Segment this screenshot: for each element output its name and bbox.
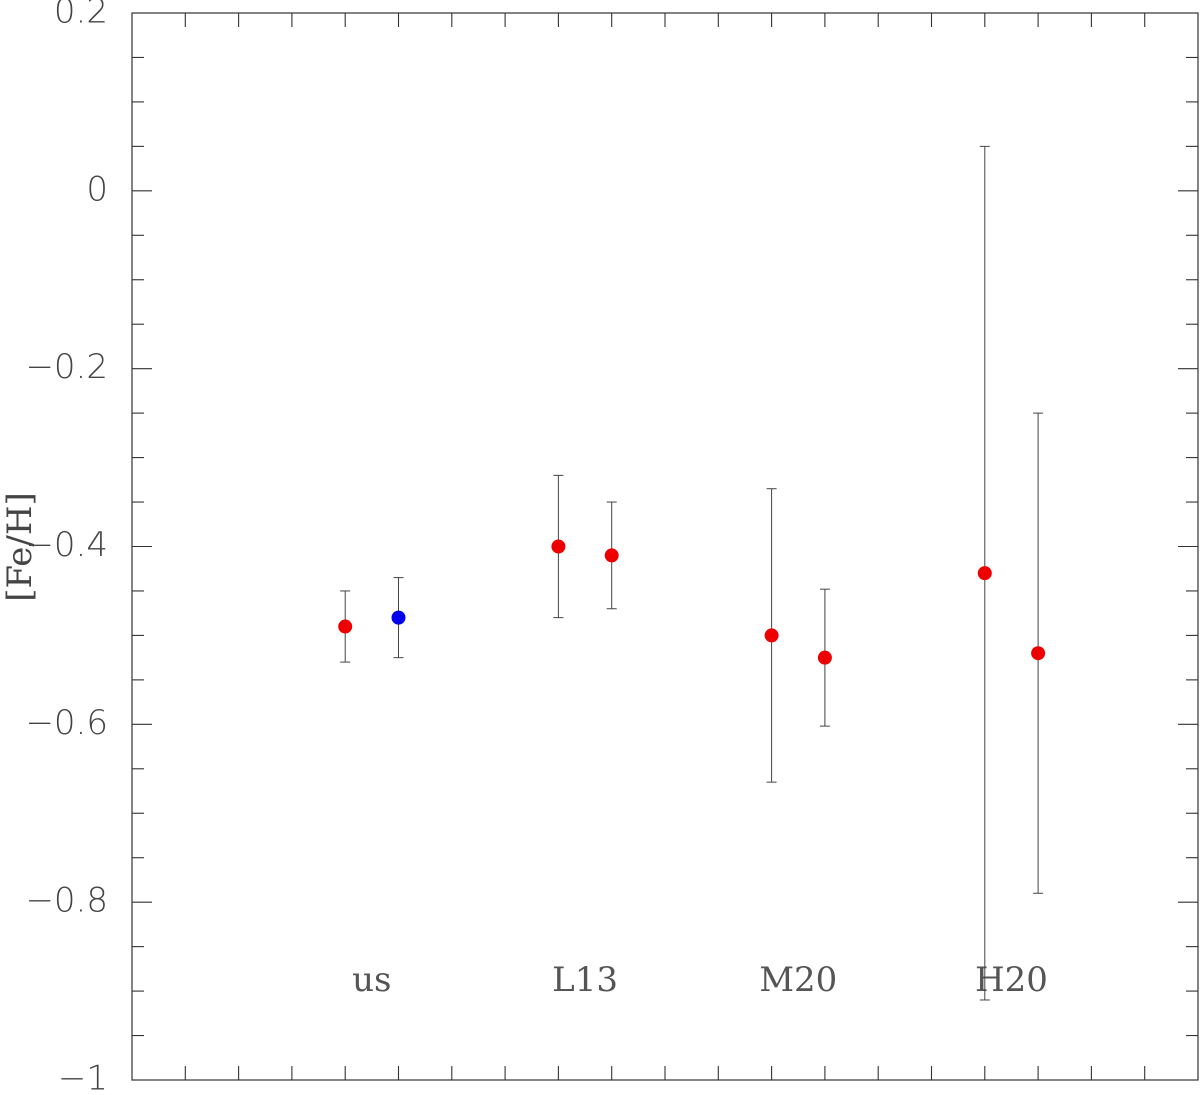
point bbox=[764, 628, 779, 643]
group-label: L13 bbox=[552, 960, 618, 1000]
point bbox=[391, 610, 406, 625]
y-axis-label: [Fe/H] bbox=[0, 492, 40, 602]
point bbox=[1031, 646, 1046, 661]
group-label: H20 bbox=[975, 960, 1048, 1000]
y-tick-label: 0 bbox=[86, 169, 108, 209]
group-label: us bbox=[352, 960, 391, 1000]
point bbox=[604, 548, 619, 563]
y-tick-label: −0.8 bbox=[25, 881, 108, 921]
point bbox=[977, 566, 992, 581]
y-tick-label: −0.6 bbox=[25, 703, 108, 743]
group-label: M20 bbox=[759, 960, 837, 1000]
y-tick-label: −1 bbox=[58, 1059, 108, 1095]
y-tick-label: −0.4 bbox=[25, 525, 108, 565]
point bbox=[817, 650, 832, 665]
point bbox=[338, 619, 353, 634]
y-tick-label: 0.2 bbox=[54, 0, 108, 32]
y-tick-label: −0.2 bbox=[25, 347, 108, 387]
point bbox=[551, 539, 566, 554]
